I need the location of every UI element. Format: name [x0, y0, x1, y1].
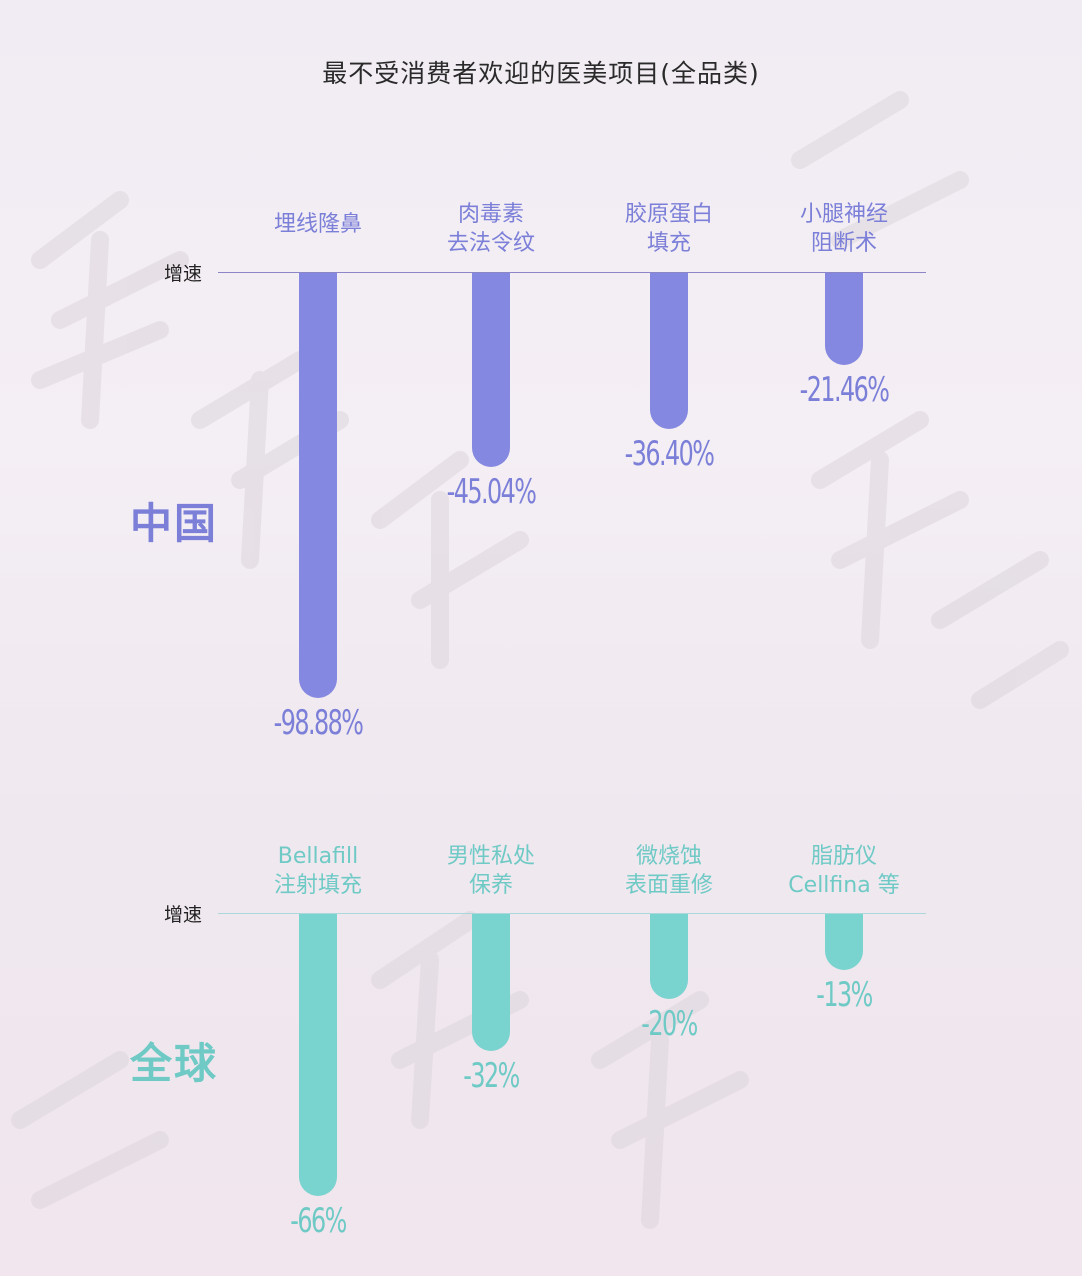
axis-line — [218, 913, 926, 914]
category-label: 肉毒素 去法令纹 — [401, 200, 581, 258]
region-label: 中国 — [130, 499, 219, 548]
axis-label: 增速 — [164, 904, 203, 926]
category-label-line: 保养 — [468, 873, 513, 898]
category-label-line: 男性私处 — [446, 844, 535, 869]
bar — [825, 273, 863, 366]
category-label-line: 阻断术 — [810, 231, 877, 256]
value-label: -20% — [641, 1004, 698, 1045]
category-label: Bellafill 注射填充 — [228, 842, 408, 900]
bar — [650, 273, 688, 430]
value-label: -45.04% — [446, 471, 537, 512]
category-label-line: 胶原蛋白 — [624, 202, 713, 227]
category-label-line: 表面重修 — [624, 873, 713, 898]
category-label-line: 注射填充 — [273, 873, 362, 898]
axis-line — [218, 272, 926, 273]
category-label-line: 填充 — [646, 231, 691, 256]
value-label: -98.88% — [273, 703, 364, 743]
bar — [299, 914, 337, 1196]
value-label: -13% — [816, 974, 873, 1015]
bar — [825, 914, 863, 970]
category-label-line: 埋线隆鼻 — [273, 212, 362, 237]
category-label: 男性私处 保养 — [401, 842, 581, 900]
value-label: -66% — [290, 1201, 347, 1241]
bar — [472, 273, 510, 467]
category-label: 小腿神经 阻断术 — [754, 200, 934, 258]
category-label-line: Cellfina 等 — [788, 873, 900, 898]
category-label-line: 肉毒素 — [457, 202, 524, 227]
value-label: -21.46% — [799, 370, 890, 411]
category-label-line: 脂肪仪 — [810, 844, 877, 869]
category-label-line: 微烧蚀 — [635, 844, 702, 869]
value-label: -36.40% — [624, 434, 715, 475]
bar — [650, 914, 688, 1000]
region-label: 全球 — [130, 1039, 219, 1088]
category-label-line: 小腿神经 — [799, 202, 888, 227]
category-label: 埋线隆鼻 — [228, 210, 408, 239]
category-label: 微烧蚀 表面重修 — [579, 842, 759, 900]
bar — [472, 914, 510, 1051]
chart-title: 最不受消费者欢迎的医美项目(全品类) — [322, 59, 760, 88]
category-label: 胶原蛋白 填充 — [579, 200, 759, 258]
category-label: 脂肪仪 Cellfina 等 — [754, 842, 934, 900]
category-label-line: 去法令纹 — [446, 231, 535, 256]
axis-label: 增速 — [164, 263, 203, 285]
bar — [299, 273, 337, 698]
category-label-line: Bellafill — [277, 844, 359, 869]
value-label: -32% — [463, 1055, 520, 1096]
